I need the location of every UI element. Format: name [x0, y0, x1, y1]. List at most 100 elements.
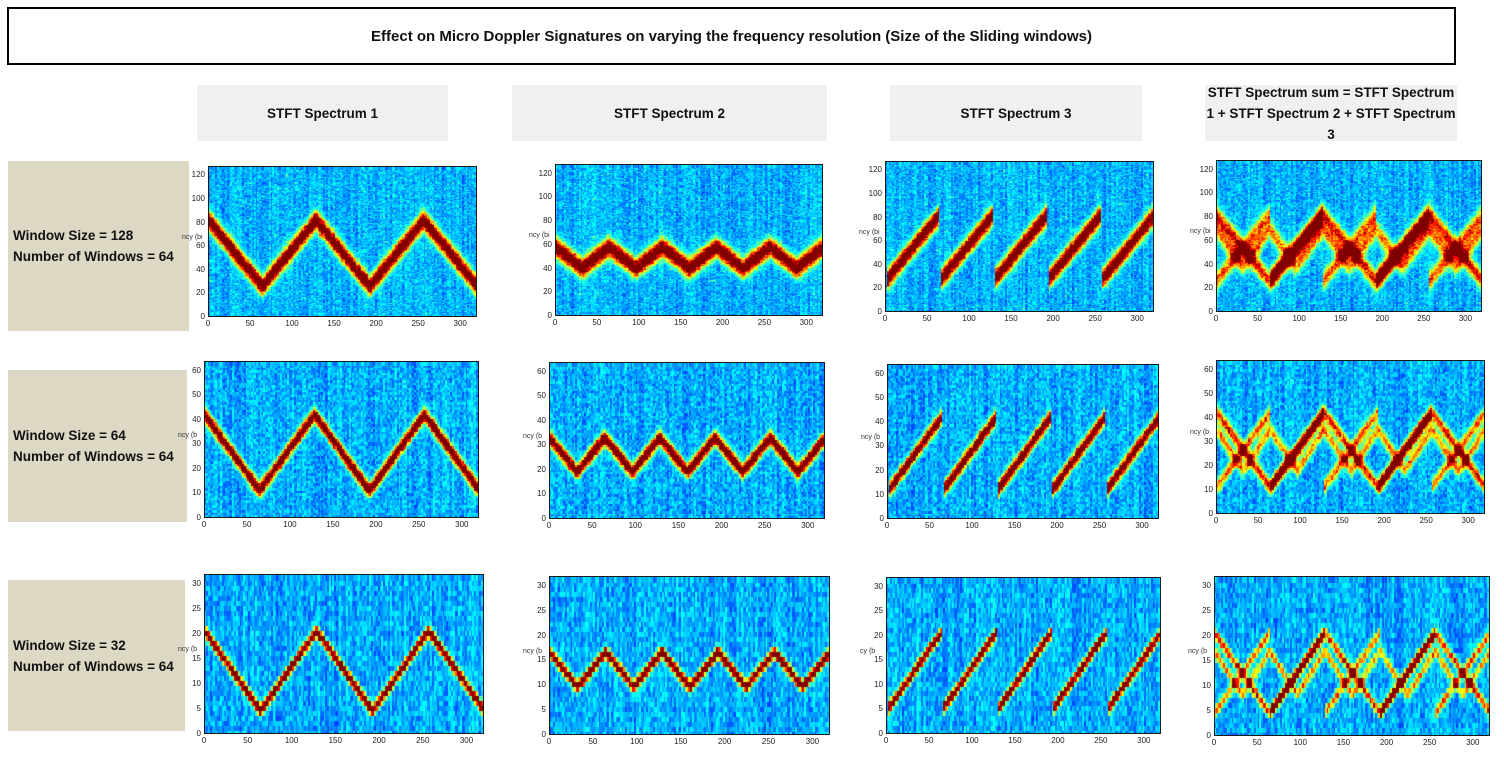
x-tick-label: 200	[715, 318, 730, 327]
y-tick-label: 20	[537, 464, 546, 474]
y-tick-label: 0	[878, 729, 883, 738]
x-tick-label: 0	[552, 318, 558, 327]
y-tick-label: 0	[196, 729, 201, 738]
x-tick-label: 200	[369, 319, 383, 328]
y-axis-label-fragment: cy (b	[860, 647, 876, 655]
x-tick-label: 0	[882, 314, 888, 323]
x-tick-label: 250	[1417, 314, 1431, 323]
heatmap-area	[886, 577, 1161, 734]
y-tick-label: 20	[875, 465, 884, 475]
heatmap-canvas	[556, 165, 822, 315]
x-tick-label: 0	[201, 520, 207, 529]
y-tick-label: 50	[192, 390, 201, 400]
x-tick-label: 250	[1422, 738, 1437, 747]
x-tick-label: 250	[416, 736, 430, 745]
y-tick-label: 0	[200, 312, 205, 321]
x-tick-label: 50	[1253, 314, 1263, 323]
y-tick-label: 30	[1202, 581, 1211, 590]
x-tick-label: 200	[372, 736, 386, 745]
y-axis-label-fragment: ncy (b	[178, 646, 198, 653]
x-tick-label: 0	[205, 319, 211, 328]
y-tick-label: 15	[874, 655, 883, 665]
y-tick-label: 20	[1204, 283, 1213, 293]
y-tick-label: 10	[875, 489, 884, 499]
heatmap-area	[204, 361, 479, 518]
x-tick-label: 300	[1458, 314, 1473, 323]
y-tick-label: 0	[1208, 307, 1213, 316]
heatmap-area	[549, 362, 825, 519]
main-title-box: Effect on Micro Doppler Signatures on va…	[7, 7, 1456, 65]
y-tick-label: 60	[543, 239, 552, 249]
heatmap-canvas	[205, 362, 478, 517]
y-tick-label: 20	[537, 630, 546, 640]
y-tick-label: 100	[1199, 188, 1213, 198]
y-axis-label-fragment: ncy (bi	[182, 233, 203, 241]
x-tick-label: 50	[922, 314, 932, 323]
y-tick-label: 80	[1204, 212, 1213, 221]
x-tick-label: 100	[283, 520, 297, 529]
x-tick-label: 250	[412, 520, 426, 529]
x-tick-label: 300	[1137, 736, 1151, 745]
y-tick-label: 25	[192, 604, 201, 613]
x-tick-label: 150	[328, 736, 342, 745]
y-tick-label: 25	[537, 605, 546, 615]
y-tick-label: 0	[196, 513, 201, 522]
x-tick-label: 200	[1046, 314, 1060, 323]
x-tick-label: 200	[717, 737, 732, 746]
y-tick-label: 20	[874, 630, 883, 640]
heatmap-canvas	[550, 577, 829, 734]
x-tick-label: 0	[883, 736, 889, 745]
y-tick-label: 5	[1206, 706, 1211, 715]
y-tick-label: 30	[192, 439, 201, 449]
y-tick-label: 80	[873, 212, 882, 222]
x-tick-label: 300	[799, 318, 813, 327]
x-tick-label: 50	[1252, 738, 1262, 747]
y-tick-label: 60	[1204, 364, 1213, 374]
y-tick-label: 120	[1199, 164, 1213, 174]
y-tick-label: 25	[1202, 606, 1211, 615]
y-tick-label: 30	[537, 440, 546, 450]
y-tick-label: 20	[1204, 460, 1213, 470]
y-tick-label: 120	[868, 165, 882, 175]
x-tick-label: 50	[592, 318, 602, 327]
heatmap-area	[885, 161, 1154, 312]
y-tick-label: 120	[191, 170, 205, 180]
y-tick-label: 120	[538, 168, 552, 178]
y-tick-label: 0	[1208, 509, 1213, 518]
num-windows-label: Number of Windows = 64	[13, 658, 174, 674]
column-header-label: STFT Spectrum 2	[613, 105, 726, 121]
y-tick-label: 30	[1204, 436, 1213, 446]
x-tick-label: 100	[284, 736, 299, 745]
y-tick-label: 25	[874, 606, 883, 616]
column-header-spectrum-3: STFT Spectrum 3	[890, 85, 1142, 141]
y-tick-label: 40	[196, 264, 205, 274]
y-tick-label: 0	[879, 514, 884, 523]
y-axis-label-fragment: ncy (bi	[859, 228, 880, 236]
x-tick-label: 100	[1293, 738, 1307, 747]
y-tick-label: 10	[537, 680, 546, 690]
x-tick-label: 200	[714, 521, 729, 530]
x-tick-label: 50	[924, 736, 934, 745]
heatmap-canvas	[886, 162, 1153, 311]
x-tick-label: 100	[1293, 516, 1307, 525]
y-axis-label-fragment: ncy (b	[178, 431, 198, 439]
x-tick-label: 100	[965, 736, 979, 745]
x-tick-label: 100	[962, 314, 976, 323]
column-header-label: STFT Spectrum sum = STFT Spectrum 1 + ST…	[1206, 84, 1456, 142]
heatmap-canvas	[887, 578, 1160, 733]
y-tick-label: 80	[543, 216, 552, 225]
x-tick-label: 50	[925, 521, 934, 530]
x-tick-label: 50	[588, 737, 598, 746]
x-tick-label: 0	[1211, 738, 1217, 747]
y-tick-label: 0	[541, 514, 546, 523]
x-tick-label: 150	[327, 319, 341, 328]
y-axis-label-fragment: ncy (b	[523, 432, 543, 440]
x-tick-label: 150	[671, 521, 686, 530]
y-tick-label: 5	[878, 704, 883, 714]
x-tick-label: 300	[1461, 516, 1475, 525]
x-tick-label: 200	[1377, 516, 1391, 525]
y-tick-label: 0	[1206, 731, 1211, 740]
y-tick-label: 40	[875, 417, 884, 427]
x-tick-label: 150	[1334, 314, 1348, 323]
x-tick-label: 300	[1130, 314, 1144, 323]
